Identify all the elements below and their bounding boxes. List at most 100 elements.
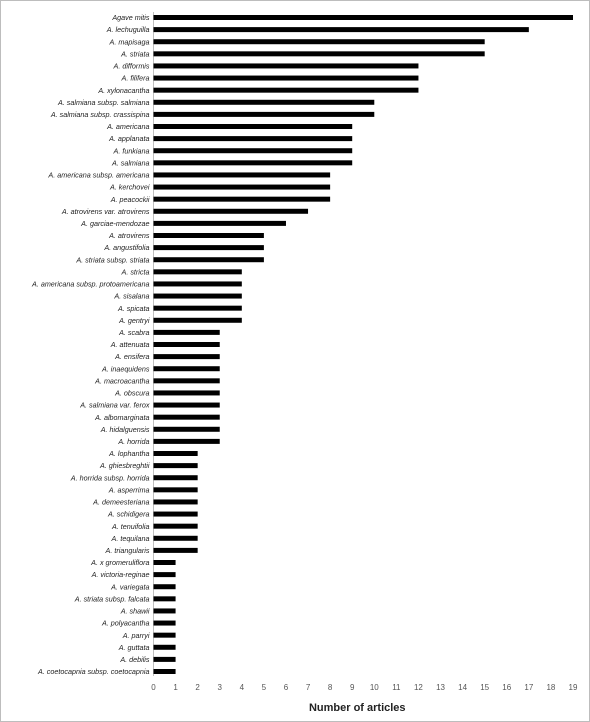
- bar: [153, 560, 176, 565]
- x-tick-label: 6: [284, 683, 289, 692]
- bar: [153, 245, 264, 251]
- bar: [153, 317, 242, 323]
- category-label: Agave mitis: [111, 13, 150, 22]
- bar: [153, 535, 198, 541]
- category-label: A. tenuifolia: [111, 522, 150, 531]
- bar: [153, 75, 419, 81]
- category-label: A. horrida subsp. horrida: [70, 473, 150, 482]
- x-tick-label: 10: [370, 683, 379, 692]
- category-label: A. filifera: [121, 74, 150, 83]
- category-label: A. schidigera: [107, 510, 150, 519]
- bar: [153, 656, 176, 662]
- category-label: A. polyacantha: [101, 619, 150, 628]
- category-label: A. striata subsp. striata: [75, 255, 149, 264]
- bar: [153, 220, 286, 226]
- bar: [153, 463, 198, 469]
- x-tick-label: 17: [524, 683, 533, 692]
- x-tick-label: 11: [392, 683, 401, 692]
- bar: [153, 39, 485, 45]
- category-label: A. parryi: [122, 631, 150, 640]
- bar: [153, 281, 242, 287]
- bar: [153, 487, 198, 493]
- bar: [153, 572, 176, 578]
- bar: [153, 402, 220, 408]
- bar: [153, 499, 198, 505]
- bar: [153, 596, 176, 602]
- bar: [153, 136, 353, 142]
- category-label: A. obscura: [114, 389, 149, 398]
- category-label: A. x gromeruliflora: [90, 558, 149, 567]
- bar: [153, 233, 264, 238]
- category-label: A. victoria-reginae: [91, 570, 150, 579]
- x-tick-label: 2: [195, 683, 200, 692]
- bar: [153, 475, 198, 481]
- bar: [153, 547, 198, 553]
- category-label: A. horrida: [117, 437, 149, 446]
- category-label: A. coetocapnia subsp. coetocapnia: [37, 667, 149, 676]
- x-tick-label: 1: [173, 683, 178, 692]
- category-label: A. americana: [106, 122, 149, 131]
- category-label: A. demeesteriana: [92, 498, 149, 507]
- x-tick-label: 9: [350, 683, 355, 692]
- x-tick-label: 19: [569, 683, 578, 692]
- bar: [153, 632, 176, 638]
- bar: [153, 669, 176, 674]
- category-label: A. shawii: [120, 607, 150, 616]
- category-label: A. ghiesbreghtii: [99, 461, 150, 470]
- bar: [153, 620, 176, 626]
- bar: [153, 354, 220, 360]
- x-axis-title: Number of articles: [309, 702, 406, 714]
- x-tick-label: 4: [240, 683, 245, 692]
- bar: [153, 366, 220, 372]
- bar: [153, 172, 331, 178]
- bar: [153, 438, 220, 444]
- x-tick-label: 5: [262, 683, 267, 692]
- category-label: A. kerchovei: [109, 183, 150, 192]
- category-label: A. americana subsp. protoamericana: [31, 280, 149, 289]
- category-label: A. lophantha: [108, 449, 149, 458]
- bar: [153, 257, 264, 263]
- x-tick-label: 7: [306, 683, 311, 692]
- category-label: A. sisalana: [113, 292, 149, 301]
- bar: [153, 148, 353, 154]
- category-label: A. peacockii: [110, 195, 150, 204]
- category-label: A. hidalguensis: [100, 425, 150, 434]
- bar: [153, 160, 353, 166]
- category-label: A. salmiana: [111, 158, 150, 167]
- category-label: A. atrovirens var. atrovirens: [61, 207, 150, 216]
- bar: [153, 390, 220, 396]
- category-label: A. attenuata: [110, 340, 150, 349]
- bar: [153, 196, 331, 202]
- category-label: A. lechuguilla: [106, 25, 150, 34]
- bar: [153, 87, 419, 93]
- bar: [153, 644, 176, 650]
- x-tick-label: 0: [151, 683, 156, 692]
- category-label: A. debilis: [119, 655, 150, 664]
- category-label: A. mapisaga: [109, 37, 150, 46]
- bar: [153, 451, 198, 456]
- bar: [153, 342, 220, 347]
- category-label: A. spicata: [117, 304, 150, 313]
- category-label: A. xylonacantha: [97, 86, 149, 95]
- x-tick-label: 15: [480, 683, 489, 692]
- bar: [153, 305, 242, 311]
- category-label: A. inaequidens: [101, 364, 150, 373]
- category-label: A. difformis: [113, 62, 150, 71]
- bar: [153, 208, 309, 214]
- bar: [153, 51, 485, 57]
- category-label: A. asperrima: [108, 485, 150, 494]
- category-label: A. applanata: [108, 134, 149, 143]
- x-tick-label: 18: [546, 683, 555, 692]
- bar: [153, 184, 331, 190]
- bar: [153, 15, 573, 20]
- category-label: A. salmiana subsp. salmiana: [57, 98, 150, 107]
- category-label: A. striata subsp. falcata: [74, 594, 150, 603]
- category-label: A. macroacantha: [94, 376, 149, 385]
- bar: [153, 99, 375, 105]
- bar: [153, 414, 220, 420]
- bar: [153, 27, 529, 33]
- x-tick-label: 16: [502, 683, 511, 692]
- x-tick-label: 13: [436, 683, 445, 692]
- category-label: A. salmiana subsp. crassispina: [50, 110, 150, 119]
